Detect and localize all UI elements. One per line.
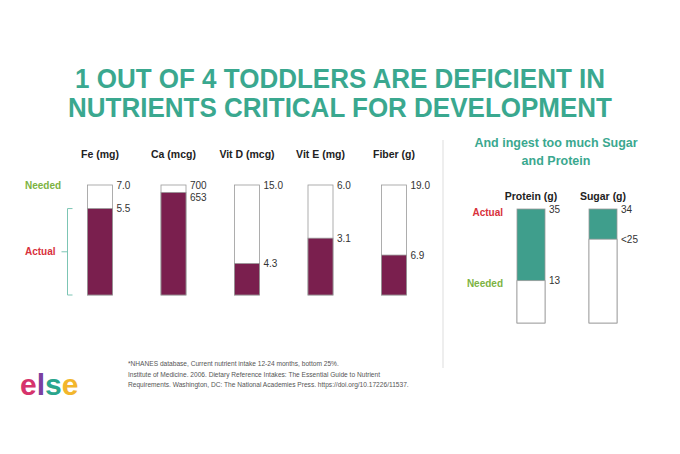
chart: 35 13 34 <25 Protein (g) Sugar (g) And ingest …: [467, 136, 639, 323]
data-label: 35: [549, 204, 561, 215]
bar: [382, 255, 407, 295]
category-label: Vit E (mg): [296, 148, 345, 160]
data-label: 653: [190, 192, 207, 203]
note: Requirements. Washington, DC: The Nation…: [128, 381, 409, 389]
bar: [589, 239, 617, 323]
data-label: <25: [621, 234, 638, 245]
chart-texts: 7.0 5.5 700653 15.0 4.3 6.0 3.1 19.0 6.9 Fe (mg) C…: [25, 148, 430, 295]
chart-container: 1 OUT OF 4 TODDLERS ARE DEFICIENT INNUTR…: [0, 0, 680, 454]
title: 1 OUT OF 4 TODDLERS ARE DEFICIENT IN: [75, 64, 605, 94]
bar: [517, 281, 545, 323]
chart: 7.0 5.5 700653 15.0 4.3 6.0 3.1 19.0 6.9 Fe (mg) C…: [25, 148, 430, 295]
bracket: [62, 209, 73, 295]
data-label: 34: [621, 204, 633, 215]
bar: [589, 209, 617, 323]
series-label: Needed: [25, 180, 61, 191]
bar: [382, 185, 407, 295]
note: *NHANES database, Current nutrient intak…: [128, 360, 339, 367]
category-label: Protein (g): [505, 190, 558, 202]
divider: [443, 140, 444, 368]
logo-letter: e: [62, 368, 79, 401]
bar: [517, 209, 545, 323]
logo-letter: e: [20, 368, 37, 401]
data-label: 15.0: [264, 180, 284, 191]
series-label: Needed: [467, 278, 503, 289]
bar: [235, 185, 260, 295]
bar: [88, 209, 113, 295]
series-label: Actual: [472, 207, 503, 218]
title: NUTRIENTS CRITICAL FOR DEVELOPMENT: [68, 93, 612, 123]
notes: *NHANES database, Current nutrient intak…: [128, 360, 409, 389]
data-label: 7.0: [117, 180, 131, 191]
chart-title: and Protein: [522, 154, 591, 168]
data-label: 4.3: [264, 258, 278, 269]
logo: else: [20, 368, 78, 401]
category-label: Vit D (mcg): [219, 148, 274, 160]
category-label: Sugar (g): [580, 190, 626, 202]
logo-letter: l: [37, 368, 45, 401]
data-label: 3.1: [337, 233, 351, 244]
category-label: Ca (mcg): [151, 148, 196, 160]
logo-letter: s: [45, 368, 62, 401]
data-label: 5.5: [117, 203, 131, 214]
data-label: 700: [190, 180, 207, 191]
title-group: 1 OUT OF 4 TODDLERS ARE DEFICIENT INNUTR…: [68, 64, 612, 123]
series-label: Actual: [25, 246, 56, 257]
data-label: 19.0: [411, 180, 431, 191]
category-label: Fe (mg): [81, 148, 119, 160]
chart-title: And ingest too much Sugar: [474, 136, 637, 150]
note: Institute of Medicine. 2006. Dietary Ref…: [128, 371, 380, 379]
bar: [88, 185, 113, 295]
bar: [308, 185, 333, 295]
data-label: 6.9: [411, 250, 425, 261]
infographic: 1 OUT OF 4 TODDLERS ARE DEFICIENT INNUTR…: [0, 0, 680, 454]
bar: [161, 185, 186, 295]
bar: [235, 263, 260, 295]
bars: [517, 209, 617, 323]
chart-texts: 35 13 34 <25 Protein (g) Sugar (g) And ingest …: [467, 136, 639, 289]
data-label: 6.0: [337, 180, 351, 191]
category-label: Fiber (g): [373, 148, 415, 160]
data-label: 13: [549, 275, 561, 286]
bar: [161, 192, 186, 295]
bars: [88, 185, 407, 295]
bar: [308, 238, 333, 295]
